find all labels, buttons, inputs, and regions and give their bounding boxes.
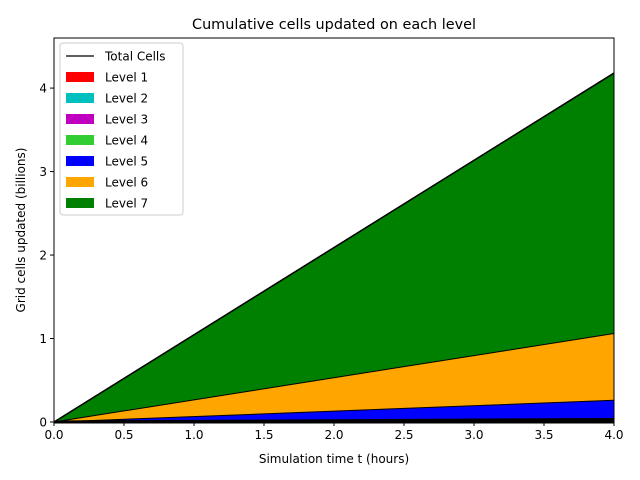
x-tick-label: 2.5: [394, 428, 413, 442]
x-tick-label: 2.0: [324, 428, 343, 442]
total-cells-line: [53, 72, 615, 423]
x-tick-label: 3.5: [534, 428, 553, 442]
y-axis-label: Grid cells updated (billions): [14, 148, 28, 313]
y-tick-label: 0: [39, 416, 47, 430]
y-tick-label: 4: [39, 82, 47, 96]
legend-swatch-level-2: [66, 93, 94, 103]
legend-label-level-3: Level 3: [105, 113, 148, 127]
legend-label-level-4: Level 4: [105, 134, 148, 148]
legend-swatch-level-5: [66, 156, 94, 166]
boundary-level-6: [53, 332, 615, 423]
legend-swatch-level-7: [66, 198, 94, 208]
chart-title: Cumulative cells updated on each level: [192, 17, 476, 33]
x-tick-label: 3.0: [464, 428, 483, 442]
legend-label-level-6: Level 6: [105, 176, 148, 190]
y-axis-ticks: 0 1 2 3 4: [39, 82, 54, 430]
legend-swatch-level-4: [66, 135, 94, 145]
boundary-level-5: [53, 399, 615, 423]
x-axis-ticks: 0.0 0.5 1.0 1.5 2.0 2.5 3.0 3.5 4.0: [44, 422, 624, 442]
x-tick-label: 4.0: [604, 428, 623, 442]
legend-label-level-7: Level 7: [105, 197, 148, 211]
legend: Total Cells Level 1 Level 2 Level 3 Level 4 L…: [59, 42, 184, 216]
legend-label-level-5: Level 5: [105, 155, 148, 169]
x-tick-label: 1.5: [254, 428, 273, 442]
y-tick-label: 3: [39, 165, 47, 179]
legend-swatch-level-3: [66, 114, 94, 124]
x-tick-label: 1.0: [184, 428, 203, 442]
legend-box: [59, 42, 184, 216]
legend-label-level-1: Level 1: [105, 71, 148, 85]
y-tick-label: 1: [39, 332, 47, 346]
x-tick-label: 0.5: [114, 428, 133, 442]
legend-swatch-level-1: [66, 72, 94, 82]
legend-swatch-level-6: [66, 177, 94, 187]
legend-label-level-2: Level 2: [105, 92, 148, 106]
x-tick-label: 0.0: [44, 428, 63, 442]
y-tick-label: 2: [39, 249, 47, 263]
legend-label-total-cells: Total Cells: [104, 50, 166, 64]
x-axis-label: Simulation time t (hours): [259, 452, 409, 466]
